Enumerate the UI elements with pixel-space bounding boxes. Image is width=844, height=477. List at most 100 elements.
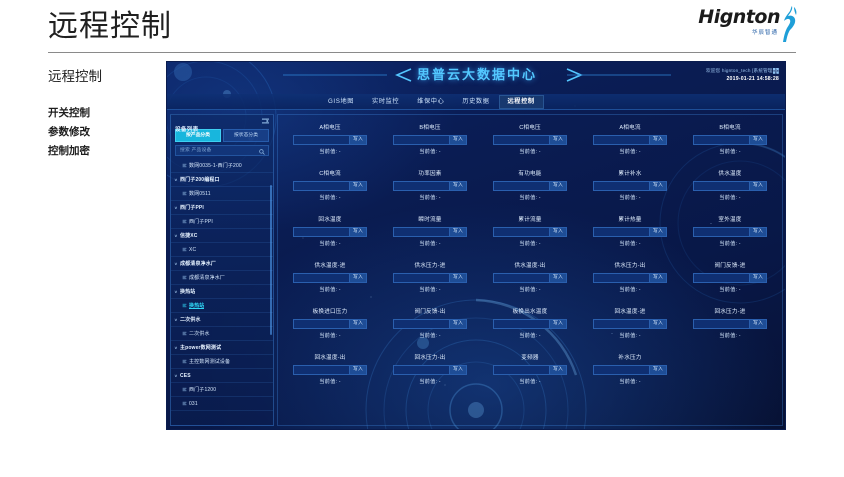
- device-search-box[interactable]: 搜索 产品设备: [175, 145, 269, 156]
- write-button[interactable]: 写入: [349, 365, 367, 375]
- write-button[interactable]: 写入: [449, 227, 467, 237]
- write-button[interactable]: 写入: [449, 365, 467, 375]
- control-value-input[interactable]: [393, 365, 449, 375]
- control-value-input[interactable]: [593, 365, 649, 375]
- control-value-input[interactable]: [693, 273, 749, 283]
- device-tab-by-product[interactable]: 按产品分类: [175, 129, 221, 142]
- grid-menu-icon[interactable]: [773, 68, 779, 74]
- tab-remote-control[interactable]: 远程控制: [498, 94, 544, 109]
- write-button[interactable]: 写入: [649, 227, 667, 237]
- slide-nav-item-parameter-modify[interactable]: 参数修改: [48, 126, 90, 138]
- write-button[interactable]: 写入: [549, 181, 567, 191]
- control-value-input[interactable]: [393, 319, 449, 329]
- tree-item[interactable]: 031: [171, 397, 273, 411]
- control-value-input[interactable]: [493, 319, 549, 329]
- control-value-input[interactable]: [593, 135, 649, 145]
- control-value-input[interactable]: [493, 227, 549, 237]
- write-button[interactable]: 写入: [549, 227, 567, 237]
- control-value-input[interactable]: [493, 273, 549, 283]
- control-value-input[interactable]: [293, 135, 349, 145]
- write-button[interactable]: 写入: [649, 181, 667, 191]
- write-button[interactable]: 写入: [749, 135, 767, 145]
- write-button[interactable]: 写入: [549, 273, 567, 283]
- tab-realtime-monitor[interactable]: 实时监控: [372, 98, 400, 105]
- write-button[interactable]: 写入: [749, 181, 767, 191]
- tree-group[interactable]: ∨ 成都清泉净水厂: [171, 257, 273, 271]
- tree-item[interactable]: 西门子PPI: [171, 215, 273, 229]
- tree-group[interactable]: ∨ 西门子200编程口: [171, 173, 273, 187]
- control-value-input[interactable]: [293, 319, 349, 329]
- control-value-input[interactable]: [693, 319, 749, 329]
- tree-item[interactable]: 数网0035-1-西门子200: [171, 159, 273, 173]
- write-button[interactable]: 写入: [749, 273, 767, 283]
- tree-group[interactable]: ∨ 信捷XC: [171, 229, 273, 243]
- slide-nav: 远程控制 开关控制 参数修改 控制加密: [48, 68, 166, 161]
- write-button[interactable]: 写入: [649, 135, 667, 145]
- tree-group[interactable]: ∨ CES: [171, 369, 273, 383]
- control-value-input[interactable]: [693, 181, 749, 191]
- write-button[interactable]: 写入: [549, 365, 567, 375]
- control-value-input[interactable]: [293, 227, 349, 237]
- tree-item[interactable]: 成都清泉净水厂: [171, 271, 273, 285]
- tree-group[interactable]: ∨ 主power数网测试: [171, 341, 273, 355]
- control-card: 板换出水温度 写入 当前值: -: [480, 305, 580, 351]
- write-button[interactable]: 写入: [349, 135, 367, 145]
- control-value-input[interactable]: [393, 181, 449, 191]
- write-button[interactable]: 写入: [449, 319, 467, 329]
- write-button[interactable]: 写入: [749, 319, 767, 329]
- control-value-input[interactable]: [593, 227, 649, 237]
- tree-item-selected[interactable]: 换热站: [171, 299, 273, 313]
- control-value-input[interactable]: [393, 227, 449, 237]
- write-button[interactable]: 写入: [349, 273, 367, 283]
- control-value-input[interactable]: [593, 319, 649, 329]
- write-button[interactable]: 写入: [449, 135, 467, 145]
- control-current-value: 当前值: -: [280, 286, 380, 294]
- control-value-input[interactable]: [393, 135, 449, 145]
- control-value-input[interactable]: [493, 135, 549, 145]
- tab-gis-map[interactable]: GIS地图: [328, 98, 355, 105]
- tree-group[interactable]: ∨ 换热站: [171, 285, 273, 299]
- tab-historical-data[interactable]: 历史数据: [462, 98, 490, 105]
- current-value-label: 当前值:: [619, 240, 638, 247]
- collapse-panel-icon[interactable]: [262, 118, 269, 124]
- control-value-input[interactable]: [293, 365, 349, 375]
- tree-item[interactable]: XC: [171, 243, 273, 257]
- tab-maintenance-center[interactable]: 维保中心: [417, 98, 445, 105]
- current-value-text: -: [538, 378, 541, 385]
- write-button[interactable]: 写入: [549, 319, 567, 329]
- control-value-input[interactable]: [693, 135, 749, 145]
- tree-item-label: 主控数网测试设备: [189, 358, 231, 365]
- slide-nav-item-control-encryption[interactable]: 控制加密: [48, 145, 90, 157]
- tree-item[interactable]: 二次供水: [171, 327, 273, 341]
- write-button[interactable]: 写入: [349, 227, 367, 237]
- control-value-input[interactable]: [493, 181, 549, 191]
- control-value-input[interactable]: [293, 273, 349, 283]
- control-value-input[interactable]: [593, 273, 649, 283]
- write-button[interactable]: 写入: [449, 273, 467, 283]
- write-button[interactable]: 写入: [549, 135, 567, 145]
- write-button[interactable]: 写入: [349, 181, 367, 191]
- device-tree-scrollbar[interactable]: [270, 185, 272, 335]
- write-button[interactable]: 写入: [449, 181, 467, 191]
- tree-group[interactable]: ∨ 西门子PPI: [171, 201, 273, 215]
- control-value-input[interactable]: [393, 273, 449, 283]
- tree-group-label: 西门子PPI: [180, 204, 204, 211]
- control-value-input[interactable]: [293, 181, 349, 191]
- write-button[interactable]: 写入: [749, 227, 767, 237]
- control-card: 回水温度 写入 当前值: -: [280, 213, 380, 259]
- tree-group[interactable]: ∨ 二次供水: [171, 313, 273, 327]
- write-button[interactable]: 写入: [649, 365, 667, 375]
- search-icon[interactable]: [259, 148, 265, 155]
- tree-item[interactable]: 主控数网测试设备: [171, 355, 273, 369]
- control-value-input[interactable]: [693, 227, 749, 237]
- tree-item[interactable]: 西门子1200: [171, 383, 273, 397]
- tree-item[interactable]: 数网0511: [171, 187, 273, 201]
- write-button[interactable]: 写入: [649, 319, 667, 329]
- device-tree[interactable]: 数网0035-1-西门子200 ∨ 西门子200编程口 数网0511 ∨ 西门子…: [171, 159, 273, 425]
- write-button[interactable]: 写入: [649, 273, 667, 283]
- device-tab-by-status[interactable]: 按状态分类: [223, 129, 269, 142]
- write-button[interactable]: 写入: [349, 319, 367, 329]
- slide-nav-item-switch-control[interactable]: 开关控制: [48, 107, 90, 119]
- control-value-input[interactable]: [493, 365, 549, 375]
- control-value-input[interactable]: [593, 181, 649, 191]
